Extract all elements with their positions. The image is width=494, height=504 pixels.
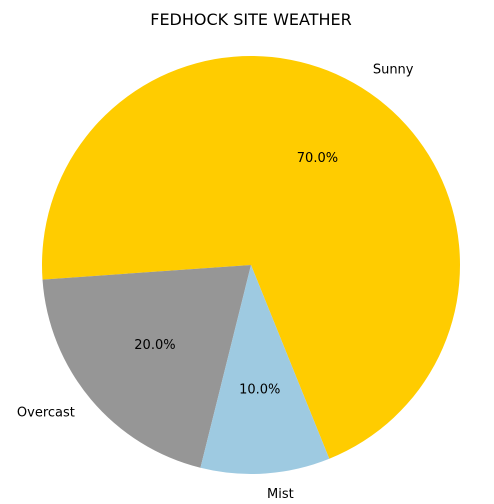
percent-label-sunny: 70.0%	[297, 151, 338, 166]
category-label-sunny: Sunny	[373, 63, 414, 78]
pie-slice-sunny	[42, 55, 461, 459]
pie-slice-overcast	[42, 265, 252, 468]
category-label-mist: Mist	[267, 487, 294, 502]
percent-label-mist: 10.0%	[239, 383, 280, 398]
percent-label-overcast: 20.0%	[134, 338, 175, 353]
chart-title: FEDHOCK SITE WEATHER	[150, 10, 352, 29]
category-label-overcast: Overcast	[17, 405, 75, 420]
pie-slice-mist	[200, 265, 330, 475]
pie-slices	[42, 55, 461, 475]
pie-labels: Sunny 70.0% Overcast 20.0% Mist 10.0%	[17, 63, 414, 502]
